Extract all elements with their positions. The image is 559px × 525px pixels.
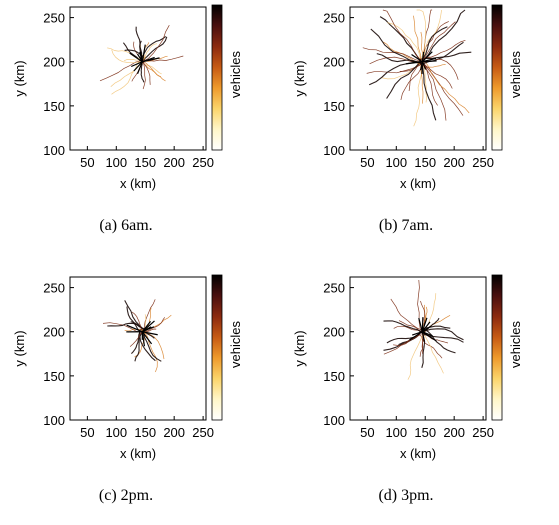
road-segment xyxy=(141,63,144,83)
heatmap-plot-6am: 50 100 150 200 250 100 150 200 250 x (km) y (km) ve… xyxy=(0,0,280,215)
panel-7am: 50 100 150 200 250 100 150 200 250 x (km) y (km) ve… xyxy=(280,0,559,255)
y-tick-label: 100 xyxy=(323,413,345,428)
core-road xyxy=(422,317,423,332)
y-tick-label: 100 xyxy=(43,413,65,428)
panel-2pm: 50 100 150 200 250 100 150 200 250 x (km) y (km) ve… xyxy=(0,270,280,525)
x-tick-label: 100 xyxy=(385,425,407,440)
panel-3pm: 50 100 150 200 250 100 150 200 250 x (km) y (km) ve… xyxy=(280,270,559,525)
road-segment xyxy=(145,65,161,77)
x-tick-label: 50 xyxy=(80,425,94,440)
x-tick-label: 50 xyxy=(360,155,374,170)
y-axis-label: y (km) xyxy=(292,60,307,96)
x-tick-label: 200 xyxy=(443,425,465,440)
traffic-network xyxy=(103,299,171,372)
y-axis-label: y (km) xyxy=(12,60,27,96)
x-tick-label: 250 xyxy=(472,155,494,170)
traffic-network xyxy=(384,280,464,380)
y-tick-label: 100 xyxy=(323,143,345,158)
road-segment xyxy=(369,62,422,84)
x-tick-label: 100 xyxy=(105,425,127,440)
heatmap-plot-7am: 50 100 150 200 250 100 150 200 250 x (km) y (km) ve… xyxy=(280,0,559,215)
y-tick-label: 150 xyxy=(43,369,65,384)
road-segment xyxy=(423,62,463,116)
caption-6am: (a) 6am. xyxy=(0,217,266,235)
road-segment xyxy=(144,64,161,74)
y-tick-label: 250 xyxy=(43,11,65,26)
x-tick-label: 150 xyxy=(134,425,156,440)
x-axis-label: x (km) xyxy=(120,446,156,461)
traffic-network xyxy=(100,25,183,94)
colorbar-label: vehicles xyxy=(508,321,523,368)
x-tick-label: 200 xyxy=(443,155,465,170)
y-tick-label: 150 xyxy=(323,369,345,384)
heatmap-plot-2pm: 50 100 150 200 250 100 150 200 250 x (km) y (km) ve… xyxy=(0,270,280,485)
colorbar-label: vehicles xyxy=(228,321,243,368)
y-tick-label: 250 xyxy=(43,281,65,296)
colorbar-label: vehicles xyxy=(508,51,523,98)
heatmap-plot-3pm: 50 100 150 200 250 100 150 200 250 x (km) y (km) ve… xyxy=(280,270,559,485)
y-tick-label: 100 xyxy=(43,143,65,158)
colorbar xyxy=(212,275,222,420)
road-segment xyxy=(142,59,166,81)
caption-2pm: (c) 2pm. xyxy=(0,487,266,505)
x-tick-label: 250 xyxy=(472,425,494,440)
road-segment xyxy=(100,60,142,81)
y-axis-label: y (km) xyxy=(12,330,27,366)
colorbar-label: vehicles xyxy=(228,51,243,98)
road-segment xyxy=(371,29,423,63)
x-axis-label: x (km) xyxy=(120,176,156,191)
traffic-network xyxy=(363,10,472,126)
colorbar xyxy=(492,275,502,420)
caption-7am: (b) 7am. xyxy=(266,217,546,235)
y-tick-label: 200 xyxy=(43,55,65,70)
plot-frame xyxy=(350,7,486,150)
plot-frame xyxy=(70,7,206,150)
x-tick-label: 50 xyxy=(360,425,374,440)
y-tick-label: 150 xyxy=(43,99,65,114)
x-tick-label: 100 xyxy=(385,155,407,170)
x-tick-label: 250 xyxy=(192,155,214,170)
colorbar xyxy=(212,5,222,150)
panel-6am: 50 100 150 200 250 100 150 200 250 x (km) y (km) ve… xyxy=(0,0,280,255)
x-tick-label: 250 xyxy=(192,425,214,440)
road-segment xyxy=(112,61,140,95)
y-tick-label: 250 xyxy=(323,11,345,26)
x-tick-label: 50 xyxy=(80,155,94,170)
road-segment xyxy=(387,62,420,98)
core-road xyxy=(413,62,422,63)
y-tick-label: 250 xyxy=(323,281,345,296)
x-tick-label: 200 xyxy=(163,155,185,170)
y-axis-label: y (km) xyxy=(292,330,307,366)
caption-3pm: (d) 3pm. xyxy=(266,487,546,505)
x-tick-label: 200 xyxy=(163,425,185,440)
plot-frame xyxy=(70,277,206,420)
x-axis-label: x (km) xyxy=(400,176,436,191)
x-axis-label: x (km) xyxy=(400,446,436,461)
y-tick-label: 200 xyxy=(323,325,345,340)
x-tick-label: 100 xyxy=(105,155,127,170)
road-segment xyxy=(422,61,447,121)
y-tick-label: 200 xyxy=(323,55,345,70)
x-tick-label: 150 xyxy=(414,155,436,170)
colorbar xyxy=(492,5,502,150)
y-tick-label: 150 xyxy=(323,99,345,114)
y-tick-label: 200 xyxy=(43,325,65,340)
x-tick-label: 150 xyxy=(414,425,436,440)
x-tick-label: 150 xyxy=(134,155,156,170)
